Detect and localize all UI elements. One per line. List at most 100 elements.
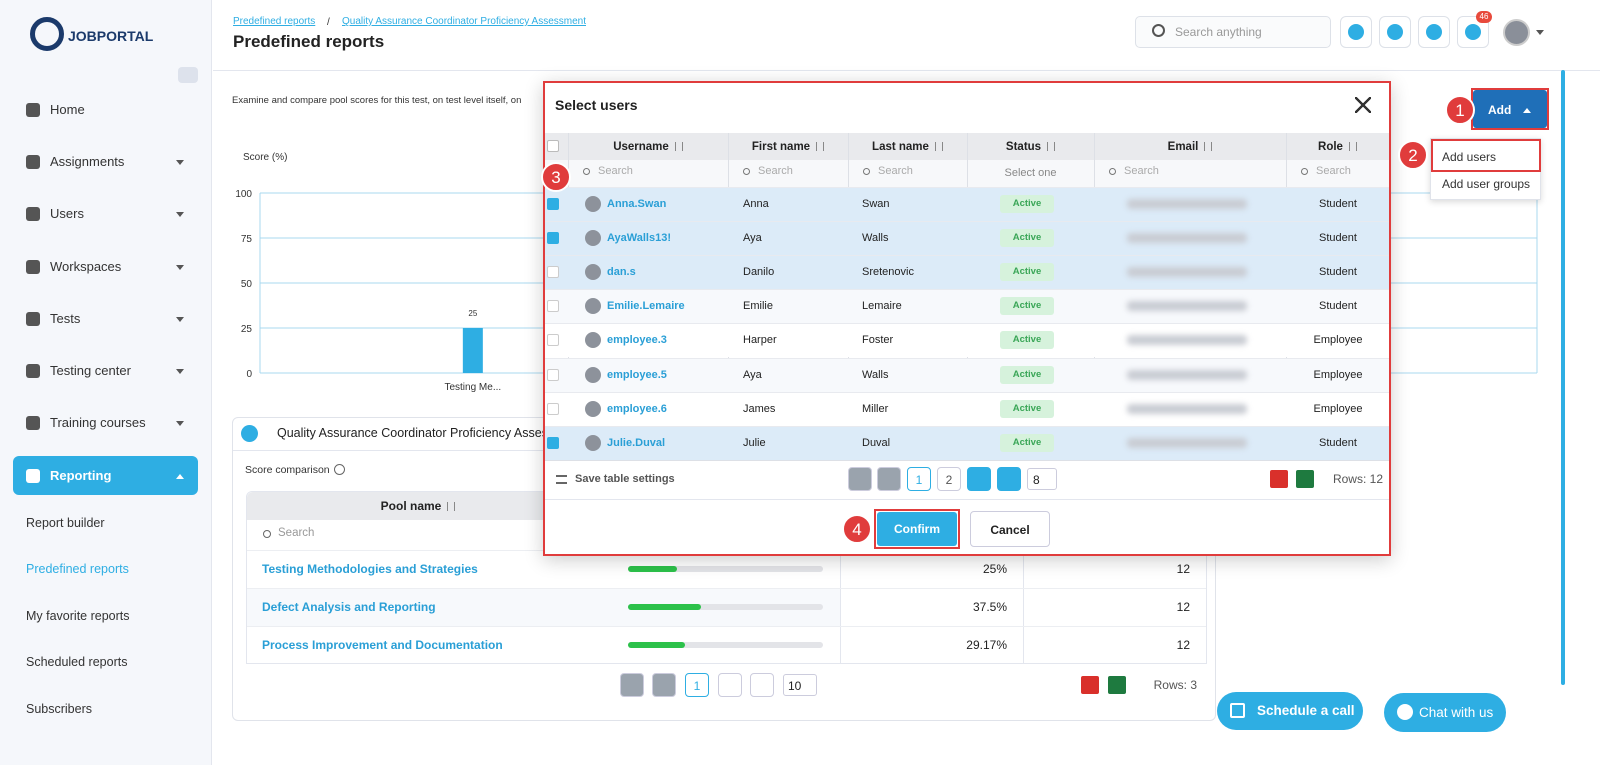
add-menu-item[interactable]: Add users [1442,150,1497,164]
pdf-icon[interactable] [1081,676,1099,694]
email-blurred [1127,267,1247,278]
username[interactable]: Anna.Swan [607,198,667,210]
nav-item[interactable]: Workspaces [50,259,122,274]
confirm-button[interactable]: Confirm [877,512,957,546]
user-avatar [585,264,601,281]
subnav-item[interactable]: My favorite reports [26,609,130,623]
column-header[interactable]: Status [967,138,1094,156]
row-checkbox[interactable] [547,198,559,210]
subnav-item[interactable]: Predefined reports [26,562,129,576]
nav-item[interactable]: Users [50,206,84,221]
pager-first[interactable] [848,467,872,491]
subnav-item[interactable]: Subscribers [26,702,92,716]
pager-prev[interactable] [877,467,901,491]
column-header[interactable]: Role [1286,138,1389,156]
breadcrumb[interactable]: Quality Assurance Coordinator Proficienc… [342,16,586,27]
y-tick-label: 75 [241,234,253,245]
username[interactable]: AyaWalls13! [607,232,671,245]
excel-icon[interactable] [1108,676,1126,694]
nav-item[interactable]: Tests [50,311,81,326]
subnav-item[interactable]: Scheduled reports [26,655,128,669]
header-icon [1426,24,1442,40]
pager-last[interactable] [997,467,1021,491]
breadcrumb[interactable]: Predefined reports [233,16,316,27]
last-name: Lemaire [862,300,902,313]
add-menu-item[interactable]: Add user groups [1442,177,1531,191]
nav-item[interactable]: Assignments [50,154,125,169]
row-checkbox[interactable] [547,266,559,279]
last-name: Swan [862,198,890,210]
pager-per-page[interactable]: 10 [783,674,817,696]
username[interactable]: Emilie.Lemaire [607,300,685,313]
username[interactable]: employee.3 [607,334,667,347]
nav-item[interactable]: Reporting [50,468,112,483]
header-bar [213,70,1600,71]
save-settings[interactable]: Save table settings [575,473,675,485]
calendar-icon [1230,703,1245,718]
row-checkbox[interactable] [547,402,559,415]
add-chevron [1523,108,1531,113]
column-header[interactable]: Last name [848,138,967,156]
pager-page[interactable]: 2 [937,467,961,491]
pager-next[interactable] [967,467,991,491]
username[interactable]: dan.s [607,266,636,279]
nav-icon [26,155,40,169]
nav-chevron [176,212,184,217]
nav-item[interactable]: Testing center [50,363,131,378]
row-checkbox[interactable] [547,232,559,245]
column-header[interactable]: First name [728,138,848,156]
username[interactable]: Julie.Duval [607,436,666,449]
search-box[interactable] [1135,16,1331,48]
pager-last[interactable] [750,673,774,697]
table-row [545,187,1389,222]
y-tick-label: 25 [241,324,253,335]
pool-name[interactable]: Testing Methodologies and Strategies [262,562,478,576]
status-filter[interactable]: Select one [1004,167,1057,179]
username[interactable]: employee.5 [607,368,667,381]
username[interactable]: employee.6 [607,402,667,415]
pager-page[interactable]: 1 [907,467,931,491]
pool-name[interactable]: Defect Analysis and Reporting [262,600,436,614]
settings-icon [556,475,567,484]
avatar[interactable] [1503,19,1530,46]
last-name: Duval [862,436,891,449]
row-checkbox[interactable] [547,334,559,347]
progress-bar [628,566,677,572]
collapse-button[interactable] [178,67,198,83]
pager-per-page[interactable]: 8 [1027,468,1057,490]
column-header[interactable]: Email [1094,138,1286,156]
status-badge: Active [1000,229,1054,248]
role: Employee [1313,368,1363,381]
first-name: Harper [743,334,777,347]
pager-prev[interactable] [652,673,676,697]
role: Student [1319,198,1357,210]
chat-label: Chat with us [1419,705,1494,720]
email-blurred [1127,301,1247,312]
pool-name[interactable]: Process Improvement and Documentation [262,638,503,652]
header-checkbox[interactable] [547,140,559,152]
row-checkbox[interactable] [547,300,559,313]
nav-item[interactable]: Home [50,102,85,117]
status-badge: Active [1000,399,1054,418]
subnav-item[interactable]: Report builder [26,516,105,530]
pool-col-line [1023,550,1024,664]
column-header[interactable]: Username [568,138,728,156]
pdf-icon[interactable] [1270,470,1288,488]
progress-track [628,642,823,648]
row-checkbox[interactable] [547,436,559,449]
excel-icon[interactable] [1296,470,1314,488]
step-marker: 3 [541,162,571,192]
row-checkbox[interactable] [547,368,559,381]
nav-chevron [176,265,184,270]
pager-first[interactable] [620,673,644,697]
nav-item[interactable]: Training courses [50,415,146,430]
cancel-button[interactable]: Cancel [970,511,1050,547]
pager-page[interactable]: 1 [685,673,709,697]
schedule-button[interactable] [1217,692,1363,730]
nav-icon [26,416,40,430]
modal-table-bottom [545,460,1389,461]
add-button[interactable] [1473,90,1547,128]
modal-close[interactable] [1355,97,1371,113]
pager-next[interactable] [718,673,742,697]
bar [462,328,483,373]
